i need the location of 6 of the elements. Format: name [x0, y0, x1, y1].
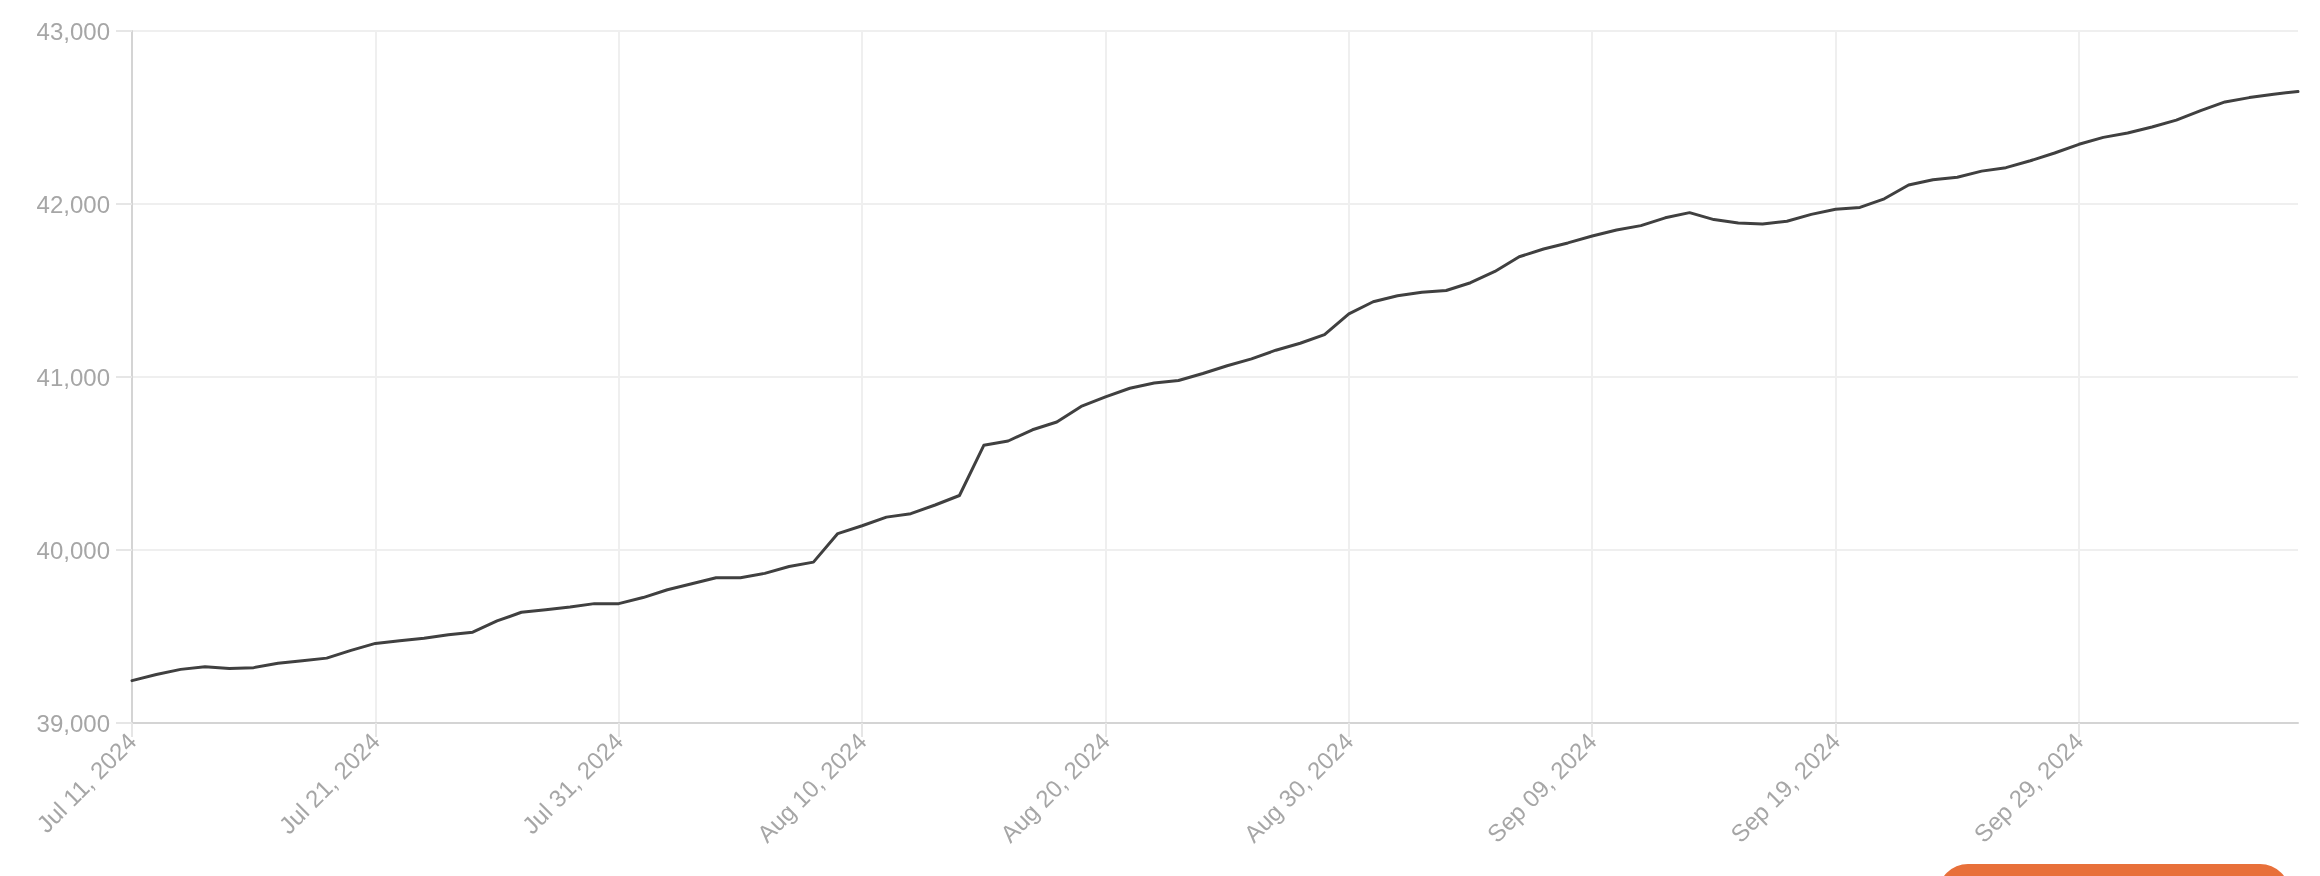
y-tick-label: 40,000: [36, 536, 110, 564]
y-tick-label: 41,000: [36, 363, 110, 391]
y-tick-label: 42,000: [36, 190, 110, 218]
y-tick-label: 39,000: [36, 709, 110, 737]
y-tick-label: 43,000: [36, 17, 110, 45]
line-series: [130, 90, 2300, 683]
